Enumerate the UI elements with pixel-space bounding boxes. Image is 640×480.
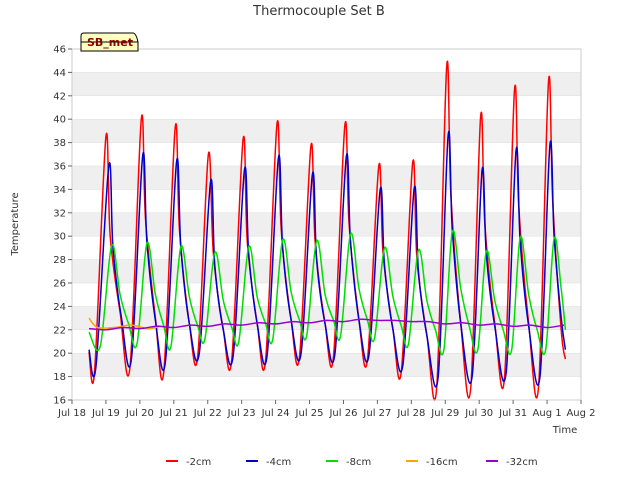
legend-item: -4cm: [246, 457, 291, 468]
grid-bands: [72, 48, 581, 401]
x-tick-label: Jul 21: [159, 408, 188, 419]
legend-label: -16cm: [426, 457, 458, 468]
badge-label: SB_met: [87, 36, 133, 49]
x-tick-label: Jul 28: [396, 408, 425, 419]
grid-band: [72, 212, 581, 237]
x-tick-label: Jul 31: [498, 408, 527, 419]
grid-band: [72, 119, 581, 143]
grid-band: [72, 259, 581, 283]
x-axis-title: Time: [552, 425, 577, 436]
legend-label: -4cm: [266, 457, 291, 468]
grid-band: [72, 95, 581, 120]
y-tick-label: 32: [53, 208, 66, 219]
series-line-32cmcm: [88, 318, 565, 331]
y-tick-label: 28: [53, 255, 66, 266]
grid-band: [72, 283, 581, 307]
y-tick-label: 24: [53, 302, 66, 313]
x-tick-label: Jul 25: [295, 408, 324, 419]
y-tick-label: 18: [53, 372, 66, 383]
legend-item: -8cm: [326, 457, 371, 468]
series-line-4cmcm: [88, 130, 567, 388]
badge-box: [80, 32, 139, 52]
x-tick-label: Jul 19: [91, 408, 120, 419]
site-badge: SB_met: [80, 32, 139, 52]
y-tick-label: 46: [53, 45, 66, 56]
x-tick-label: Jul 27: [362, 408, 391, 419]
grid-band: [72, 306, 581, 330]
grid-band: [72, 49, 581, 73]
grid-band: [72, 353, 581, 377]
legend-label: -32cm: [506, 457, 538, 468]
x-axis: Jul 18 Jul 19 Jul 20 Jul 21 Jul 22 Jul 23 Jul …: [57, 400, 596, 419]
x-tick-label: Aug 2: [566, 408, 595, 419]
grid-band: [72, 142, 581, 166]
series-line-16cmcm: [88, 317, 160, 330]
chart-title: Thermocouple Set B: [252, 4, 385, 19]
legend-label: -2cm: [186, 457, 211, 468]
y-axis: 16 18 20 22 24 26 28 30 32 34 36 38 40 42 44 46: [53, 45, 72, 407]
y-tick-label: 38: [53, 138, 66, 149]
y-tick-label: 42: [53, 91, 66, 102]
x-tick-label: Jul 20: [125, 408, 154, 419]
grid-band: [72, 376, 581, 400]
grid-band: [72, 166, 581, 190]
series-lines: [88, 60, 567, 401]
legend-item: -32cm: [486, 457, 538, 468]
legend-item: -16cm: [406, 457, 458, 468]
y-tick-label: 22: [53, 325, 66, 336]
x-tick-label: Jul 29: [430, 408, 459, 419]
legend-label: -8cm: [346, 457, 371, 468]
x-tick-label: Jul 30: [464, 408, 493, 419]
x-tick-label: Aug 1: [533, 408, 562, 419]
x-tick-label: Jul 24: [261, 408, 290, 419]
y-tick-label: 36: [53, 162, 66, 173]
y-axis-title: Temperature: [10, 192, 21, 256]
legend-item: -2cm: [166, 457, 211, 468]
y-tick-label: 26: [53, 279, 66, 290]
legend: -2cm -4cm -8cm -16cm -32cm: [166, 457, 538, 468]
y-tick-label: 30: [53, 232, 66, 243]
plot-frame: [71, 48, 582, 401]
x-tick-label: Jul 23: [227, 408, 256, 419]
y-tick-label: 44: [53, 68, 66, 79]
y-tick-label: 40: [53, 115, 66, 126]
x-tick-label: Jul 18: [57, 408, 86, 419]
x-tick-label: Jul 22: [193, 408, 222, 419]
y-tick-label: 20: [53, 349, 66, 360]
x-tick-label: Jul 26: [328, 408, 357, 419]
grid-band: [72, 72, 581, 96]
y-tick-label: 34: [53, 185, 66, 196]
y-tick-label: 16: [53, 396, 66, 407]
grid-band: [72, 189, 581, 213]
